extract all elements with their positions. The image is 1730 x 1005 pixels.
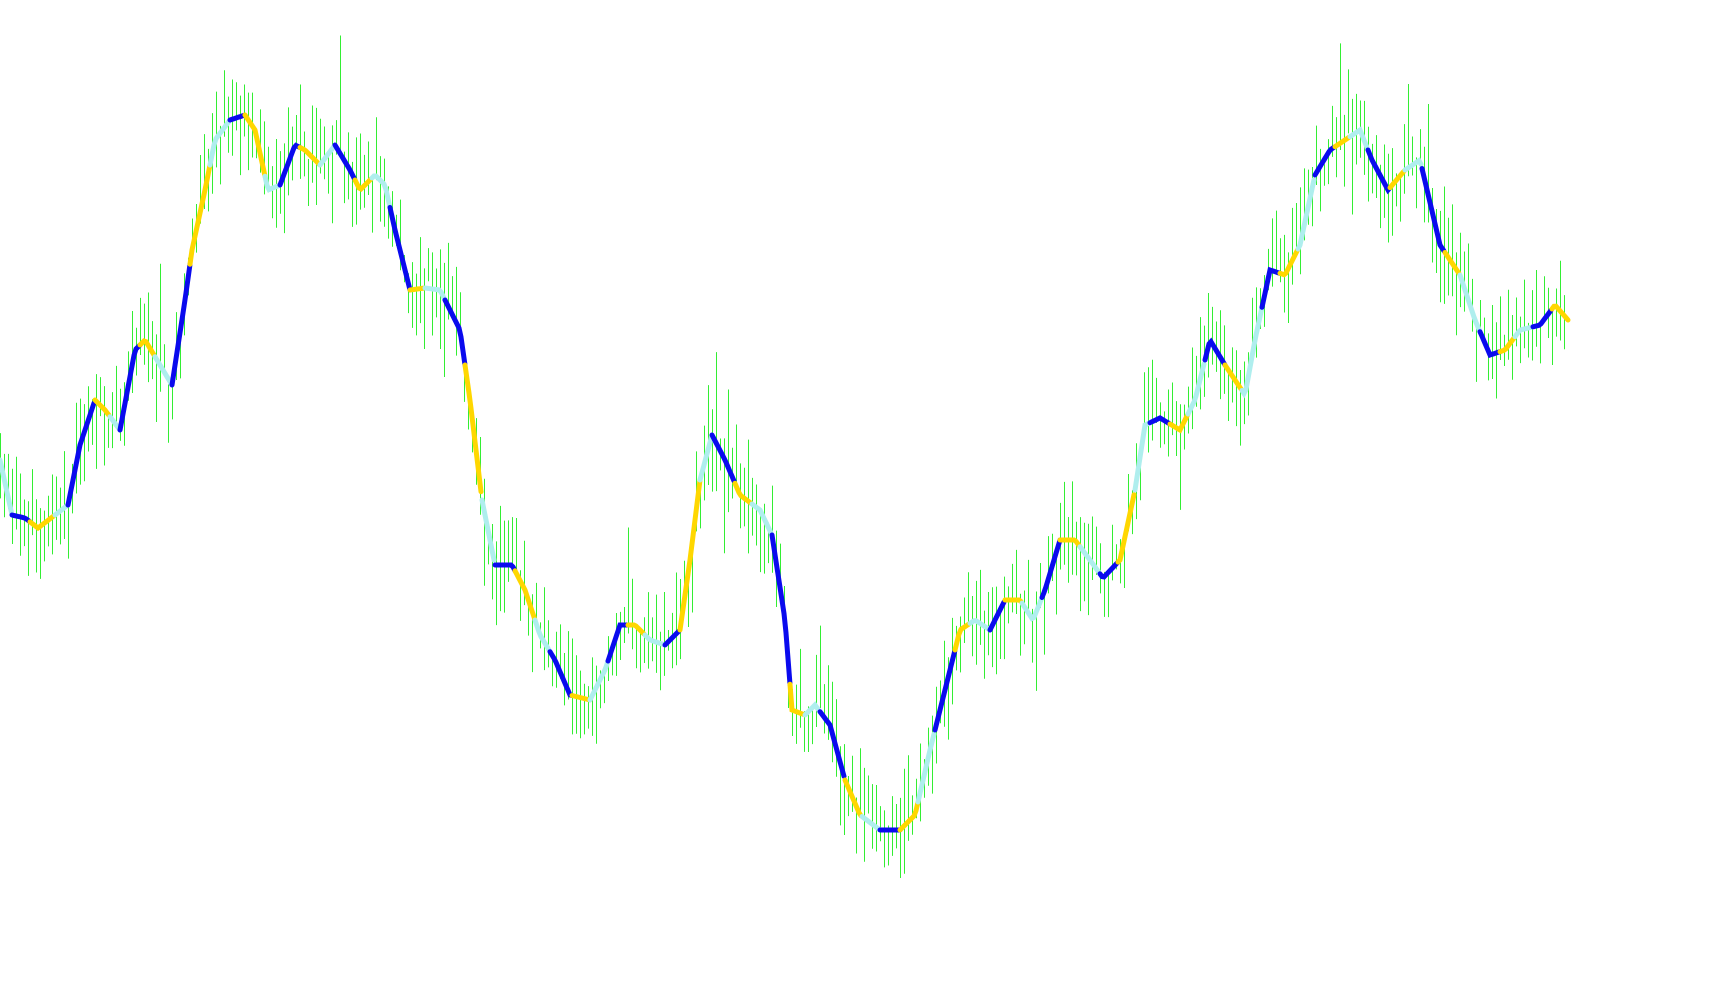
line-segment-state_c xyxy=(1019,595,1045,622)
line-segment-state_c xyxy=(967,618,993,633)
line-segment-state_a xyxy=(709,432,737,484)
line-segment-state_a xyxy=(605,622,631,664)
line-segment-state_a xyxy=(492,562,518,574)
line-segment-state_c xyxy=(802,701,822,718)
line-segment-state_b xyxy=(842,777,864,819)
line-segment-state_b xyxy=(625,622,647,637)
line-segment-state_c xyxy=(1512,324,1536,340)
line-segment-state_a xyxy=(662,628,682,648)
line-segment-state_c xyxy=(1132,420,1152,493)
line-segment-state_b xyxy=(1277,246,1301,278)
line-segment-state_b xyxy=(677,477,703,633)
line-segment-state_c xyxy=(1185,361,1207,417)
line-segment-state_b xyxy=(787,681,807,718)
line-segment-state_c xyxy=(1402,157,1424,173)
line-segment-state_a xyxy=(65,400,97,508)
line-segment-state_c xyxy=(749,501,775,538)
line-segment-state_a xyxy=(442,297,468,368)
line-segment-state_b xyxy=(1332,134,1352,150)
line-segment-state_b xyxy=(1057,537,1083,550)
line-segment-state_b xyxy=(1167,411,1191,434)
line-segment-state_b xyxy=(407,285,427,293)
line-segment-state_a xyxy=(1039,537,1063,600)
line-segment-state_a xyxy=(769,532,793,687)
line-segment-state_b xyxy=(352,176,374,193)
line-segment-state_b xyxy=(1222,362,1244,392)
line-segment-state_c xyxy=(1239,304,1265,399)
line-segment-state_a xyxy=(1097,559,1121,580)
line-segment-state_b xyxy=(187,162,213,267)
line-segment-state_b xyxy=(952,621,972,653)
line-segment-state_b xyxy=(569,693,593,703)
line-segment-state_b xyxy=(1002,597,1024,604)
line-segment-state_a xyxy=(1147,415,1173,427)
line-segment-state_c xyxy=(262,173,282,193)
line-segment-state_b xyxy=(462,362,484,495)
line-segment-state_a xyxy=(332,142,358,183)
line-segment-state_a xyxy=(1530,307,1554,330)
line-segment-state_c xyxy=(152,354,174,386)
line-segment-state_c xyxy=(479,497,497,563)
line-segment-state_a xyxy=(1477,329,1503,359)
line-segment-state_c xyxy=(642,632,668,648)
line-segment-state_a xyxy=(817,709,847,779)
line-segment-state_c xyxy=(1077,544,1103,577)
line-segment-state_c xyxy=(369,173,393,210)
line-segment-state_b xyxy=(297,145,323,168)
line-segment-state_c xyxy=(587,658,611,703)
line-segment-state_a xyxy=(547,649,575,698)
line-segment-state_c xyxy=(317,143,337,168)
line-segment-state_b xyxy=(1497,335,1517,355)
line-segment-state_c xyxy=(422,285,448,303)
line-segment-state_a xyxy=(387,205,413,293)
line-segment-state_b xyxy=(92,397,112,418)
line-segment-state_b xyxy=(1387,168,1407,191)
line-segment-state_b xyxy=(27,513,57,532)
line-segment-state_a xyxy=(1259,266,1283,310)
line-segment-state_a xyxy=(227,112,247,123)
line-segment-state_a xyxy=(932,647,958,733)
line-segment-state_a xyxy=(169,261,193,388)
line-segment-state_c xyxy=(697,432,715,483)
smoothed-line xyxy=(0,112,1571,833)
line-segment-state_a xyxy=(1365,147,1393,195)
line-segment-state_c xyxy=(532,617,552,653)
line-segment-state_a xyxy=(117,342,143,433)
line-segment-state_c xyxy=(0,457,15,518)
line-segment-state_a xyxy=(1312,144,1338,178)
line-segment-state_c xyxy=(52,503,70,518)
line-segment-state_b xyxy=(1549,303,1571,323)
line-segment-state_a xyxy=(9,512,33,525)
line-segment-state_c xyxy=(859,814,883,833)
line-segment-state_a xyxy=(277,142,303,188)
line-segment-state_c xyxy=(1347,126,1371,153)
line-segment-state_c xyxy=(1295,177,1317,252)
line-segment-state_b xyxy=(512,568,538,623)
line-segment-state_b xyxy=(732,480,754,506)
line-segment-state_c xyxy=(207,117,233,168)
line-segment-state_b xyxy=(137,338,157,358)
price-bars xyxy=(0,35,1565,878)
line-segment-state_a xyxy=(1202,337,1228,368)
line-segment-state_c xyxy=(915,731,937,805)
line-segment-state_b xyxy=(242,112,268,179)
line-segment-state_b xyxy=(1442,250,1462,276)
line-segment-state_a xyxy=(1419,166,1447,254)
line-segment-state_b xyxy=(897,799,921,833)
line-segment-state_b xyxy=(1115,492,1137,565)
line-segment-state_a xyxy=(987,599,1007,633)
line-segment-state_c xyxy=(1457,272,1483,335)
